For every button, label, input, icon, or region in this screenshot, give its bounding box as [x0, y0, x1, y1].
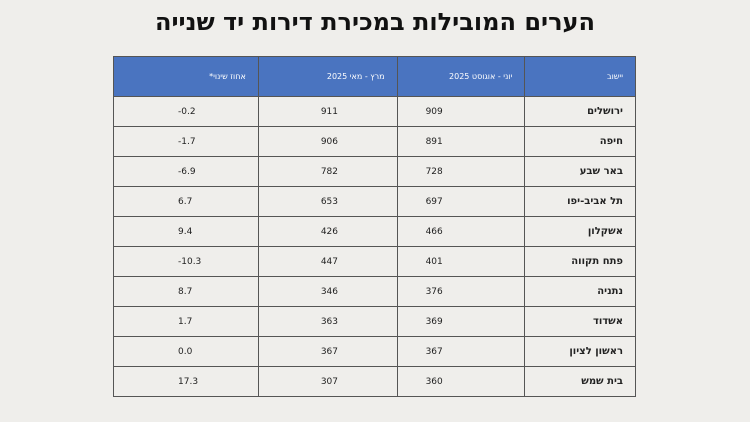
title: הערים המובילות במכירת דירות יד שנייה: [154, 8, 596, 36]
header-row: יישוב יוני - אוגוסט 2025 מרץ - מאי 2025 אחו…: [113, 56, 636, 97]
table-row: בית שמש 360 307 17.3: [113, 366, 636, 397]
table-row: תל אביב-יפו 697 653 6.7: [113, 186, 636, 217]
value-cell: 909: [396, 96, 526, 127]
value-cell: -0.2: [113, 96, 259, 127]
table-row: חיפה 891 906 -1.7: [113, 126, 636, 157]
value-cell: 447: [257, 246, 398, 277]
city-cell: אשקלון: [524, 216, 636, 247]
value-cell: -1.7: [113, 126, 259, 157]
city-cell: פתח תקווה: [524, 246, 636, 277]
city-cell: ירושלים: [524, 96, 636, 127]
value-cell: 906: [257, 126, 398, 157]
value-cell: 782: [257, 156, 398, 187]
value-cell: 0.0: [113, 336, 259, 367]
value-cell: 8.7: [113, 276, 259, 307]
city-cell: בית שמש: [524, 366, 636, 397]
table-row: נתניה 376 346 8.7: [113, 276, 636, 307]
value-cell: 911: [257, 96, 398, 127]
value-cell: 426: [257, 216, 398, 247]
city-cell: חיפה: [524, 126, 636, 157]
value-cell: 363: [257, 306, 398, 337]
value-cell: -10.3: [113, 246, 259, 277]
value-cell: 6.7: [113, 186, 259, 217]
value-cell: 367: [396, 336, 526, 367]
value-cell: 360: [396, 366, 526, 397]
value-cell: 1.7: [113, 306, 259, 337]
table-row: באר שבע 728 782 -6.9: [113, 156, 636, 187]
table-body: ירושלים 909 911 -0.2 חיפה 891 906 -1.7 באר שבע 72…: [113, 96, 636, 397]
city-cell: תל אביב-יפו: [524, 186, 636, 217]
table-row: ראשון לציון 367 367 0.0: [113, 336, 636, 367]
column-header: יישוב: [524, 56, 636, 97]
city-cell: אשדוד: [524, 306, 636, 337]
value-cell: -6.9: [113, 156, 259, 187]
value-cell: 466: [396, 216, 526, 247]
value-cell: 401: [396, 246, 526, 277]
value-cell: 728: [396, 156, 526, 187]
value-cell: 653: [257, 186, 398, 217]
city-cell: נתניה: [524, 276, 636, 307]
value-cell: 376: [396, 276, 526, 307]
value-cell: 367: [257, 336, 398, 367]
table-row: ירושלים 909 911 -0.2: [113, 96, 636, 127]
value-cell: 307: [257, 366, 398, 397]
table-row: אשקלון 466 426 9.4: [113, 216, 636, 247]
value-cell: 697: [396, 186, 526, 217]
data-table: יישוב יוני - אוגוסט 2025 מרץ - מאי 2025 אחו…: [113, 56, 636, 397]
city-cell: ראשון לציון: [524, 336, 636, 367]
table-row: אשדוד 369 363 1.7: [113, 306, 636, 337]
value-cell: 9.4: [113, 216, 259, 247]
table-row: פתח תקווה 401 447 -10.3: [113, 246, 636, 277]
value-cell: 369: [396, 306, 526, 337]
column-header: מרץ - מאי 2025: [257, 56, 398, 97]
value-cell: 346: [257, 276, 398, 307]
city-cell: באר שבע: [524, 156, 636, 187]
column-header: יוני - אוגוסט 2025: [396, 56, 526, 97]
column-header: אחוז שינוי*: [113, 56, 259, 97]
value-cell: 17.3: [113, 366, 259, 397]
value-cell: 891: [396, 126, 526, 157]
